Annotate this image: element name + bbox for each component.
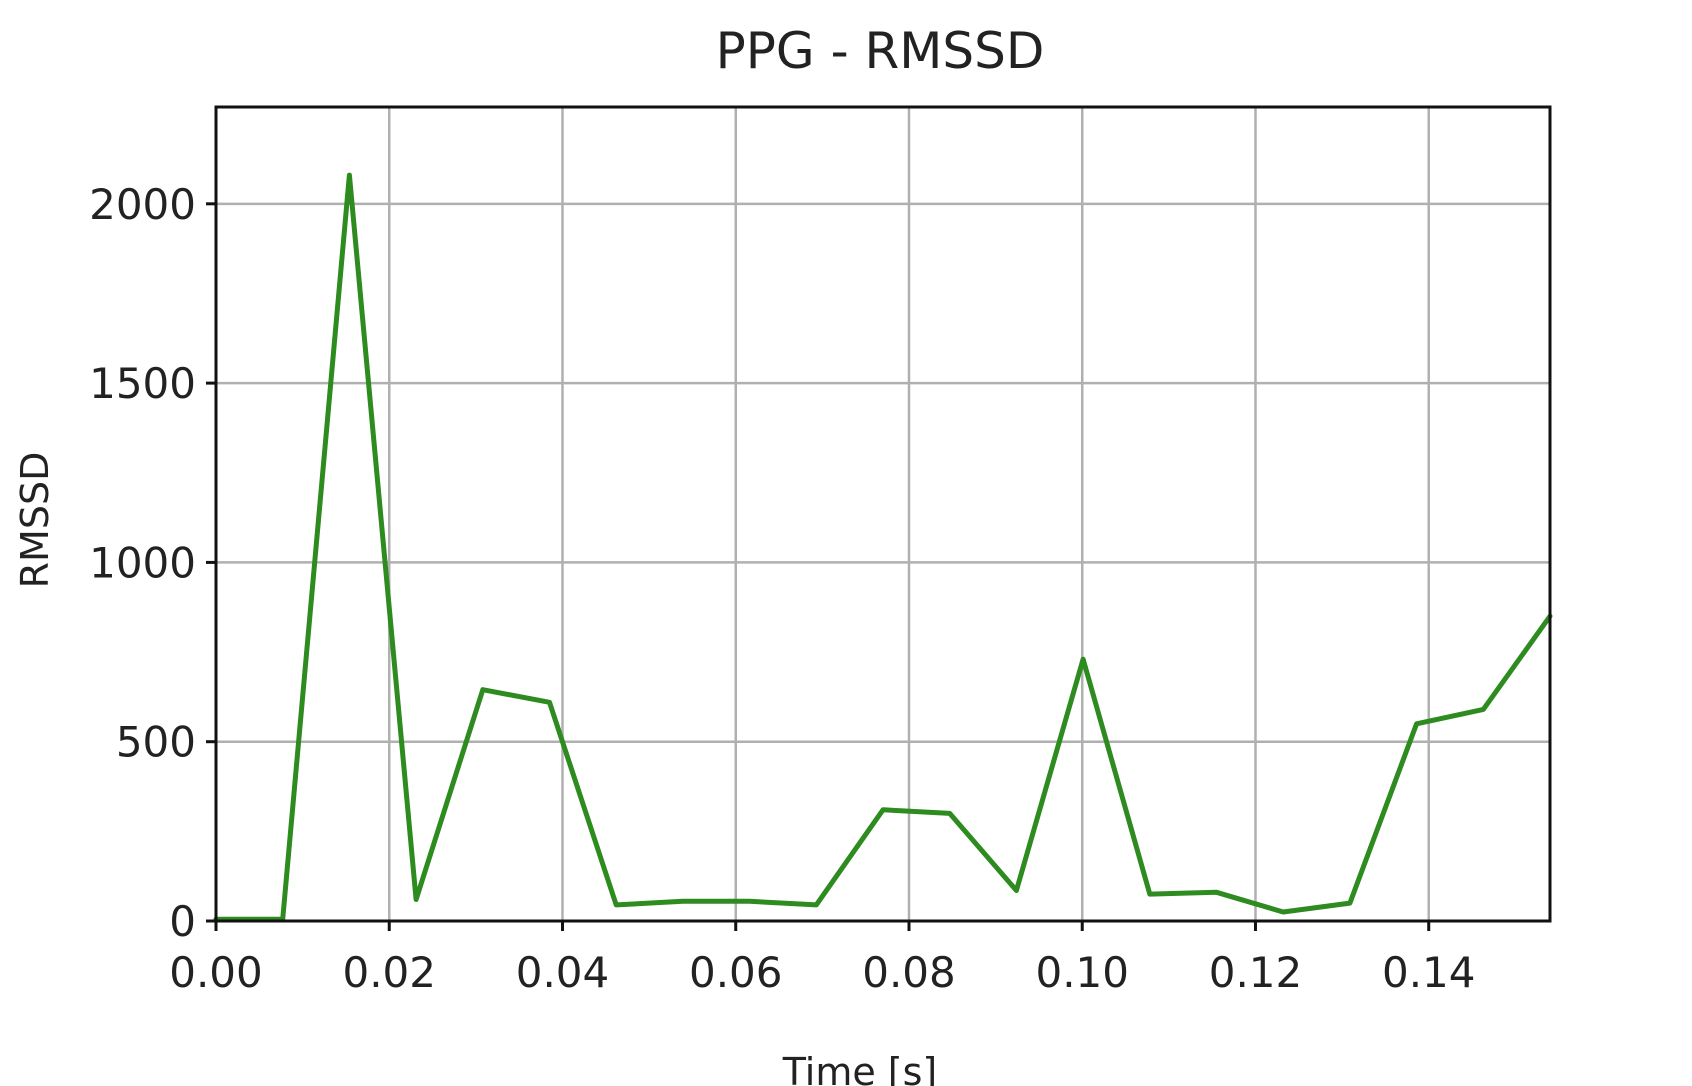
y-tick-label: 2000 bbox=[89, 180, 196, 229]
y-tick-label: 1000 bbox=[89, 538, 196, 587]
x-tick-label: 0.10 bbox=[1035, 948, 1129, 997]
x-tick-label: 0.00 bbox=[169, 948, 263, 997]
y-tick-label: 500 bbox=[116, 718, 196, 767]
x-tick-label: 0.14 bbox=[1382, 948, 1476, 997]
plot-frame bbox=[214, 105, 1552, 923]
x-tick-label: 0.12 bbox=[1209, 948, 1303, 997]
series-layer bbox=[213, 172, 1553, 922]
x-axis-ticks: 0.00 0.02 0.04 0.06 0.08 0.10 0.12 0.14 bbox=[169, 921, 1475, 997]
y-tick-label: 0 bbox=[169, 897, 196, 946]
x-tick-label: 0.02 bbox=[342, 948, 436, 997]
y-axis-label: RMSSD bbox=[13, 452, 57, 589]
x-tick-label: 0.06 bbox=[689, 948, 783, 997]
grid bbox=[214, 107, 1550, 923]
x-tick-label: 0.04 bbox=[516, 948, 610, 997]
series-line bbox=[213, 172, 1553, 922]
chart-title: PPG - RMSSD bbox=[716, 22, 1045, 80]
x-axis-label: Time [s] bbox=[782, 1050, 938, 1086]
y-tick-label: 1500 bbox=[89, 359, 196, 408]
x-tick-label: 0.08 bbox=[862, 948, 956, 997]
y-axis-ticks: 0 500 1000 1500 2000 bbox=[89, 180, 216, 946]
